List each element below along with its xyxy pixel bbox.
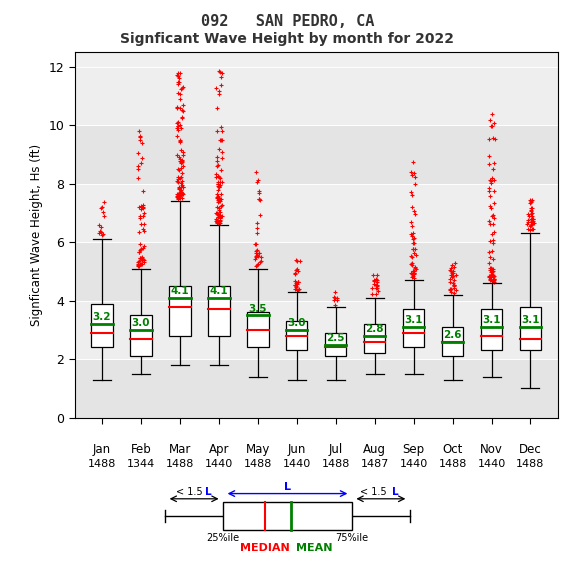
Bar <box>247 313 269 347</box>
Text: 1488: 1488 <box>88 459 116 469</box>
Text: Oct: Oct <box>442 443 463 456</box>
Bar <box>75 242 558 300</box>
Text: Signficant Wave Height by month for 2022: Signficant Wave Height by month for 2022 <box>121 32 454 46</box>
Bar <box>403 310 424 347</box>
Text: Dec: Dec <box>519 443 542 456</box>
Bar <box>131 316 152 356</box>
Text: L: L <box>284 482 291 492</box>
Text: Apr: Apr <box>209 443 229 456</box>
Bar <box>286 321 308 350</box>
Text: 1344: 1344 <box>127 459 155 469</box>
Text: 1488: 1488 <box>321 459 350 469</box>
Text: 1440: 1440 <box>283 459 311 469</box>
Bar <box>75 67 558 125</box>
Bar <box>75 300 558 359</box>
Text: 3.0: 3.0 <box>132 318 150 328</box>
Bar <box>75 359 558 418</box>
Text: 1488: 1488 <box>244 459 272 469</box>
Text: May: May <box>246 443 270 456</box>
Text: Jun: Jun <box>288 443 306 456</box>
Text: 1488: 1488 <box>166 459 194 469</box>
Text: 4.1: 4.1 <box>209 286 228 296</box>
Text: 2.8: 2.8 <box>366 324 384 334</box>
Text: 1487: 1487 <box>361 459 389 469</box>
Text: 3.2: 3.2 <box>93 312 112 322</box>
Text: Nov: Nov <box>480 443 503 456</box>
Text: 3.0: 3.0 <box>288 318 306 328</box>
Bar <box>481 310 502 350</box>
Text: MEAN: MEAN <box>296 543 332 553</box>
Text: MEDIAN: MEDIAN <box>240 543 290 553</box>
Bar <box>208 286 229 336</box>
Bar <box>442 327 463 356</box>
Text: Feb: Feb <box>131 443 151 456</box>
Text: 1440: 1440 <box>205 459 233 469</box>
Text: < 1.5: < 1.5 <box>359 487 389 498</box>
Text: 3.1: 3.1 <box>404 315 423 325</box>
Y-axis label: Signficant Wave Height, Hs (ft): Signficant Wave Height, Hs (ft) <box>30 144 43 326</box>
Bar <box>364 324 385 353</box>
Text: 75%ile: 75%ile <box>335 532 369 543</box>
Text: 2.6: 2.6 <box>443 330 462 340</box>
Bar <box>325 333 347 356</box>
Text: Mar: Mar <box>168 443 191 456</box>
Text: L: L <box>205 487 212 498</box>
Text: Jul: Jul <box>328 443 343 456</box>
Text: 2.5: 2.5 <box>327 333 345 343</box>
Bar <box>169 286 191 336</box>
Text: Jan: Jan <box>93 443 111 456</box>
Text: 4.1: 4.1 <box>171 286 189 296</box>
Text: 1488: 1488 <box>516 459 545 469</box>
Text: 1488: 1488 <box>438 459 467 469</box>
Bar <box>75 184 558 242</box>
Text: 3.1: 3.1 <box>521 315 540 325</box>
Text: 3.1: 3.1 <box>482 315 501 325</box>
Text: Sep: Sep <box>402 443 425 456</box>
Text: 092   SAN PEDRO, CA: 092 SAN PEDRO, CA <box>201 14 374 30</box>
Bar <box>91 303 113 347</box>
Bar <box>520 306 541 350</box>
Text: 1440: 1440 <box>477 459 505 469</box>
Text: L: L <box>392 487 398 498</box>
Text: 1440: 1440 <box>400 459 428 469</box>
Text: 3.5: 3.5 <box>248 303 267 314</box>
Bar <box>223 502 352 530</box>
Text: 25%ile: 25%ile <box>206 532 240 543</box>
Bar <box>75 125 558 184</box>
Text: Aug: Aug <box>363 443 386 456</box>
Text: < 1.5: < 1.5 <box>176 487 206 498</box>
